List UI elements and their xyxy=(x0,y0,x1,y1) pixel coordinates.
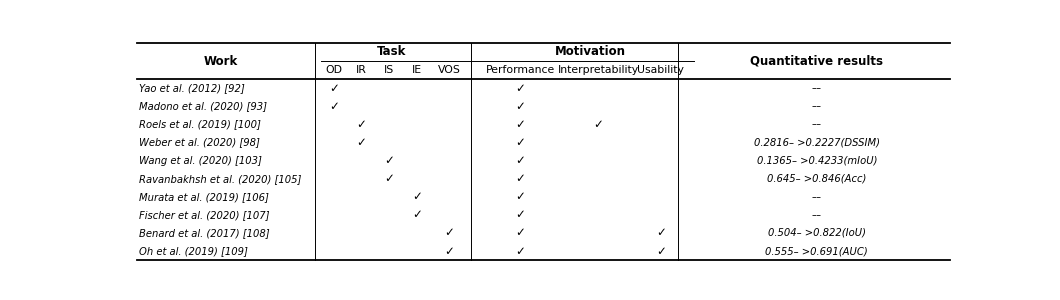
Text: Fischer et al. (2020) [107]: Fischer et al. (2020) [107] xyxy=(139,210,269,220)
Text: Oh et al. (2019) [109]: Oh et al. (2019) [109] xyxy=(139,246,248,256)
Text: Roels et al. (2019) [100]: Roels et al. (2019) [100] xyxy=(139,119,261,129)
Text: ✓: ✓ xyxy=(515,226,525,239)
Text: ✓: ✓ xyxy=(411,190,422,203)
Text: 0.504– >0.822(IoU): 0.504– >0.822(IoU) xyxy=(767,228,866,238)
Text: Interpretability: Interpretability xyxy=(558,65,639,75)
Text: ✓: ✓ xyxy=(515,208,525,221)
Text: ✓: ✓ xyxy=(515,154,525,167)
Text: ––: –– xyxy=(812,210,822,220)
Text: ––: –– xyxy=(812,83,822,93)
Text: Work: Work xyxy=(205,55,238,68)
Text: Ravanbakhsh et al. (2020) [105]: Ravanbakhsh et al. (2020) [105] xyxy=(139,174,301,184)
Text: 0.1365– >0.4233(mIoU): 0.1365– >0.4233(mIoU) xyxy=(757,155,877,166)
Text: ✓: ✓ xyxy=(329,82,339,95)
Text: IR: IR xyxy=(355,65,367,75)
Text: ✓: ✓ xyxy=(515,172,525,185)
Text: Wang et al. (2020) [103]: Wang et al. (2020) [103] xyxy=(139,155,262,166)
Text: ✓: ✓ xyxy=(444,226,455,239)
Text: VOS: VOS xyxy=(438,65,461,75)
Text: ✓: ✓ xyxy=(444,244,455,257)
Text: ✓: ✓ xyxy=(356,118,366,131)
Text: ––: –– xyxy=(812,101,822,111)
Text: Yao et al. (2012) [92]: Yao et al. (2012) [92] xyxy=(139,83,245,93)
Text: ✓: ✓ xyxy=(515,82,525,95)
Text: ✓: ✓ xyxy=(384,172,393,185)
Text: Motivation: Motivation xyxy=(555,46,626,59)
Text: OD: OD xyxy=(325,65,342,75)
Text: 0.645– >0.846(Acc): 0.645– >0.846(Acc) xyxy=(767,174,866,184)
Text: ✓: ✓ xyxy=(329,100,339,113)
Text: 0.555– >0.691(AUC): 0.555– >0.691(AUC) xyxy=(765,246,868,256)
Text: ✓: ✓ xyxy=(656,244,666,257)
Text: ✓: ✓ xyxy=(356,136,366,149)
Text: Usability: Usability xyxy=(637,65,684,75)
Text: ✓: ✓ xyxy=(515,100,525,113)
Text: ✓: ✓ xyxy=(594,118,603,131)
Text: ––: –– xyxy=(812,192,822,202)
Text: ✓: ✓ xyxy=(515,118,525,131)
Text: 0.2816– >0.2227(DSSIM): 0.2816– >0.2227(DSSIM) xyxy=(754,137,880,148)
Text: IE: IE xyxy=(411,65,422,75)
Text: Benard et al. (2017) [108]: Benard et al. (2017) [108] xyxy=(139,228,269,238)
Text: Madono et al. (2020) [93]: Madono et al. (2020) [93] xyxy=(139,101,267,111)
Text: ––: –– xyxy=(812,119,822,129)
Text: ✓: ✓ xyxy=(384,154,393,167)
Text: Performance: Performance xyxy=(485,65,554,75)
Text: IS: IS xyxy=(384,65,394,75)
Text: ✓: ✓ xyxy=(656,226,666,239)
Text: ✓: ✓ xyxy=(515,244,525,257)
Text: Task: Task xyxy=(377,46,406,59)
Text: ✓: ✓ xyxy=(515,136,525,149)
Text: Murata et al. (2019) [106]: Murata et al. (2019) [106] xyxy=(139,192,269,202)
Text: Weber et al. (2020) [98]: Weber et al. (2020) [98] xyxy=(139,137,260,148)
Text: ✓: ✓ xyxy=(515,190,525,203)
Text: Quantitative results: Quantitative results xyxy=(750,55,883,68)
Text: ✓: ✓ xyxy=(411,208,422,221)
